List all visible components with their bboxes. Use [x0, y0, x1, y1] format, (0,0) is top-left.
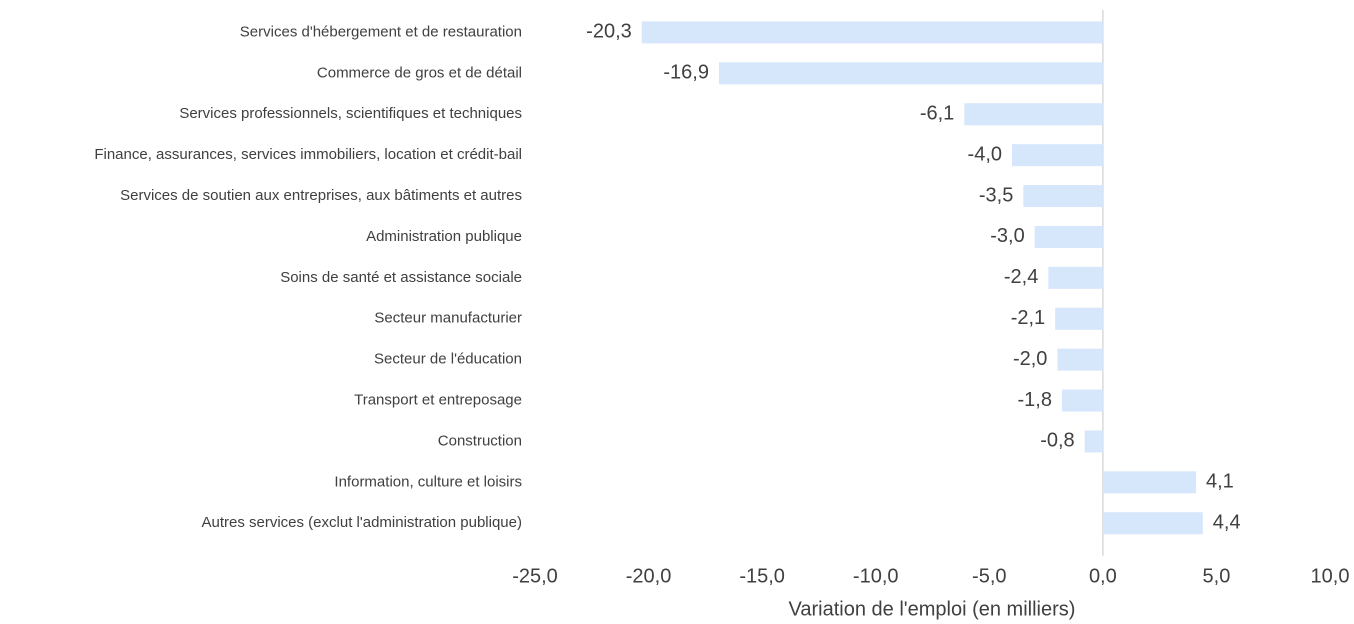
- bar: [964, 103, 1103, 126]
- category-label: Construction: [438, 432, 522, 449]
- bar: [1034, 225, 1103, 248]
- data-label: -2,4: [1004, 266, 1038, 288]
- data-label: -0,8: [1040, 430, 1074, 452]
- bar: [718, 62, 1103, 85]
- x-tick-label: -5,0: [972, 565, 1006, 587]
- bar: [1048, 266, 1103, 289]
- data-label: -2,1: [1011, 307, 1045, 329]
- bar: [1057, 348, 1103, 371]
- category-label: Secteur manufacturier: [374, 310, 522, 327]
- category-label: Commerce de gros et de détail: [317, 64, 522, 81]
- data-label: -3,0: [990, 225, 1024, 247]
- category-label: Finance, assurances, services immobilier…: [94, 146, 522, 163]
- category-label: Transport et entreposage: [354, 392, 522, 409]
- x-tick-label: -15,0: [739, 565, 785, 587]
- data-label: -3,5: [979, 184, 1013, 206]
- x-tick-label: -25,0: [512, 565, 558, 587]
- data-label: -1,8: [1018, 389, 1052, 411]
- bar: [1061, 389, 1103, 412]
- x-axis-title: Variation de l'emploi (en milliers): [789, 598, 1076, 620]
- bar: [1102, 512, 1203, 535]
- bar: [1084, 430, 1103, 453]
- data-label: -4,0: [968, 143, 1002, 165]
- x-tick-label: 5,0: [1203, 565, 1231, 587]
- category-label: Administration publique: [366, 228, 522, 245]
- data-label: 4,1: [1206, 471, 1234, 493]
- data-label: -2,0: [1013, 348, 1047, 370]
- category-label: Soins de santé et assistance sociale: [280, 269, 522, 286]
- x-tick-label: 0,0: [1089, 565, 1117, 587]
- bar: [641, 21, 1103, 44]
- x-tick-label: -20,0: [626, 565, 672, 587]
- data-label: -6,1: [920, 103, 954, 125]
- bar: [1012, 144, 1103, 167]
- category-label: Services de soutien aux entreprises, aux…: [120, 187, 522, 204]
- category-label: Information, culture et loisirs: [334, 473, 522, 490]
- category-label: Autres services (exclut l'administration…: [201, 514, 522, 531]
- x-tick-label: 10,0: [1311, 565, 1350, 587]
- bar: [1055, 307, 1103, 330]
- data-label: 4,4: [1213, 512, 1241, 534]
- data-label: -16,9: [663, 62, 709, 84]
- category-label: Services d'hébergement et de restauratio…: [240, 23, 522, 40]
- category-label: Services professionnels, scientifiques e…: [179, 105, 522, 122]
- category-label: Secteur de l'éducation: [374, 351, 522, 368]
- bar: [1102, 471, 1196, 494]
- x-tick-label: -10,0: [853, 565, 899, 587]
- bar: [1023, 185, 1103, 208]
- data-label: -20,3: [586, 21, 632, 43]
